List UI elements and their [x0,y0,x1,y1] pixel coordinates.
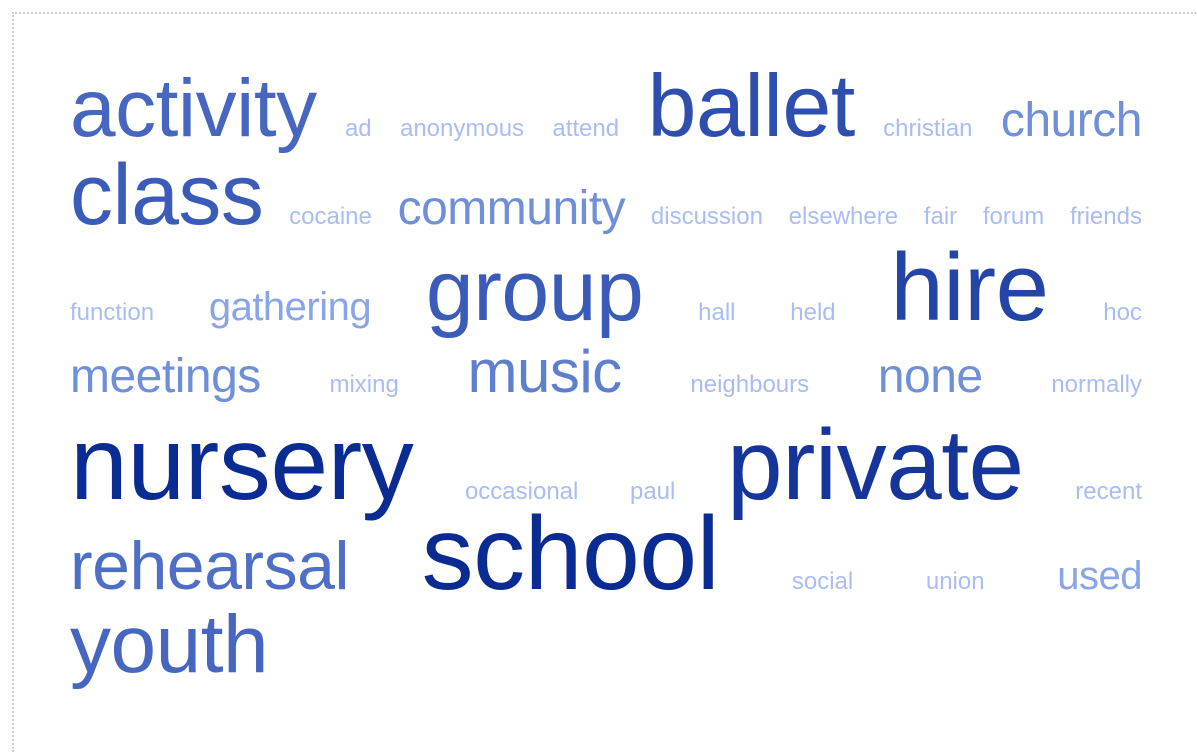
word-hire[interactable]: hire [890,234,1049,341]
word-none[interactable]: none [877,350,983,403]
word-hoc[interactable]: hoc [1103,299,1142,326]
word-friends[interactable]: friends [1069,203,1142,230]
word-cocaine[interactable]: cocaine [289,203,372,230]
word-paul[interactable]: paul [629,478,676,505]
word-fair[interactable]: fair [923,203,958,230]
word-forum[interactable]: forum [982,203,1045,230]
word-social[interactable]: social [791,568,854,595]
word-function[interactable]: function [70,299,155,326]
word-cloud-panel [12,12,1196,752]
word-gathering[interactable]: gathering [208,285,372,329]
word-ballet[interactable]: ballet [647,56,855,155]
word-activity[interactable]: activity [70,63,317,154]
word-meetings[interactable]: meetings [70,350,261,403]
word-cloud-row-6: rehearsal school social union used [70,502,1142,606]
word-private[interactable]: private [727,409,1024,521]
word-church[interactable]: church [1000,94,1143,147]
word-community[interactable]: community [397,182,626,235]
word-music[interactable]: music [467,338,623,405]
word-hall[interactable]: hall [698,299,736,326]
word-used[interactable]: used [1057,554,1142,598]
word-cloud-row-5: nursery occasional paul private recent [70,412,1142,516]
word-group[interactable]: group [425,243,644,339]
word-cloud-row-4: meetings mixing music neighbours none no… [70,342,1142,402]
word-rehearsal[interactable]: rehearsal [70,528,350,604]
word-anonymous[interactable]: anonymous [399,115,525,142]
word-cloud-row-7: youth [70,604,1142,686]
word-cloud-row-3: function gathering group hall held hire … [70,240,1142,336]
word-neighbours[interactable]: neighbours [690,371,810,398]
word-mixing[interactable]: mixing [329,371,399,398]
word-class[interactable]: class [70,147,264,243]
word-union[interactable]: union [925,568,985,595]
word-elsewhere[interactable]: elsewhere [788,203,899,230]
word-held[interactable]: held [790,299,836,326]
word-christian[interactable]: christian [883,115,973,142]
word-recent[interactable]: recent [1075,478,1142,505]
word-attend[interactable]: attend [552,115,620,142]
word-nursery[interactable]: nursery [70,406,414,522]
word-ad[interactable]: ad [344,115,372,142]
word-discussion[interactable]: discussion [650,203,763,230]
word-youth[interactable]: youth [70,599,269,690]
word-normally[interactable]: normally [1051,371,1142,398]
word-occasional[interactable]: occasional [464,478,579,505]
word-school[interactable]: school [421,496,720,612]
word-cloud-row-1: activity ad anonymous attend ballet chri… [70,62,1142,150]
word-cloud-row-2: class cocaine community discussion elsew… [70,152,1142,238]
